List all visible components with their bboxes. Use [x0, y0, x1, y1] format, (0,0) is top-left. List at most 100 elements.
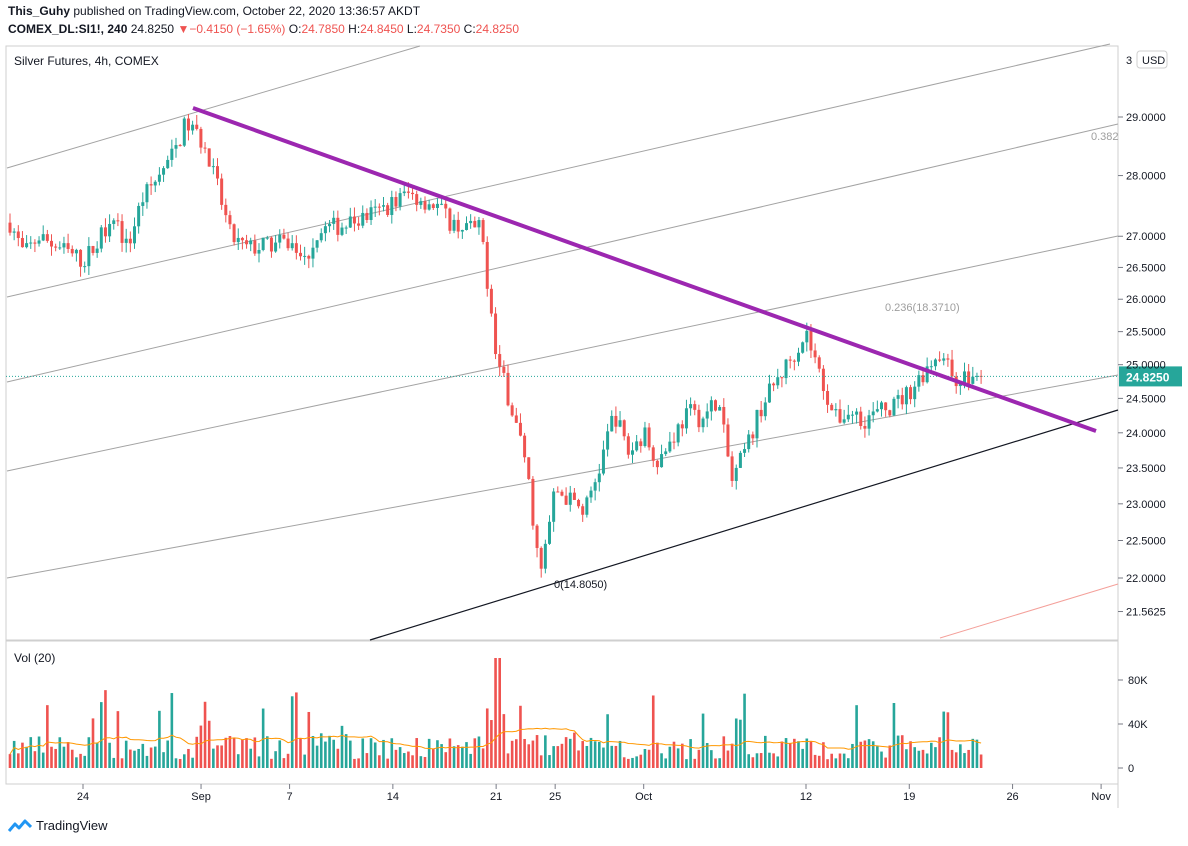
- brand-label: TradingView: [36, 818, 108, 833]
- volume-bar: [33, 751, 37, 768]
- candle-body: [415, 194, 419, 205]
- volume-bar: [963, 753, 966, 768]
- volume-bar: [544, 735, 547, 768]
- volume-title: Vol (20): [14, 651, 55, 665]
- volume-bar: [75, 757, 78, 768]
- volume-bar: [656, 742, 659, 768]
- drawings[interactable]: [6, 106, 1119, 641]
- volume-bar: [232, 737, 236, 768]
- volume-bar: [805, 738, 809, 768]
- volume-bar: [274, 751, 277, 768]
- volume-bar: [830, 753, 833, 768]
- volume-bar: [643, 749, 647, 768]
- candle-body: [79, 249, 83, 267]
- candle-body: [402, 191, 406, 194]
- candle-body: [834, 409, 838, 411]
- volume-bar: [170, 693, 174, 768]
- volume-bar: [838, 753, 842, 768]
- candle-body: [730, 456, 734, 481]
- volume-bar: [390, 738, 394, 768]
- volume-bar: [58, 737, 62, 768]
- volume-bar: [930, 742, 933, 768]
- volume-bar: [975, 739, 979, 768]
- author-name[interactable]: This_Guhy: [8, 4, 71, 18]
- candle-body: [548, 521, 551, 544]
- volume-bar: [855, 705, 858, 768]
- candle-body: [112, 220, 116, 224]
- candle-body: [469, 220, 473, 224]
- candle-body: [726, 424, 730, 457]
- volume-bar: [79, 753, 82, 768]
- volume-bar: [216, 745, 219, 768]
- volume-bar: [336, 748, 340, 768]
- volume-bar: [477, 736, 481, 768]
- candle-body: [863, 426, 867, 429]
- candle-body: [141, 202, 145, 206]
- volume-bar: [145, 755, 149, 768]
- candle-body: [406, 191, 410, 193]
- tradingview-footer[interactable]: TradingView: [8, 818, 108, 833]
- candle-body: [145, 184, 149, 203]
- volume-bar: [319, 733, 323, 768]
- candle-body: [850, 414, 854, 416]
- volume-bar: [552, 746, 555, 768]
- candle-body: [45, 234, 49, 241]
- volume-bar: [884, 757, 887, 768]
- candle-body: [245, 240, 249, 245]
- open-value: 24.7850: [301, 22, 345, 36]
- fib-channel[interactable]: [6, 43, 1119, 639]
- volume-bar: [41, 752, 45, 768]
- down-arrow-icon: ▼: [177, 22, 190, 36]
- volume-bar: [917, 750, 921, 768]
- candle-body: [290, 243, 294, 249]
- candle-body: [303, 255, 307, 257]
- volume-bar: [979, 754, 983, 768]
- volume-bar: [768, 752, 771, 768]
- volume-bar: [481, 748, 485, 768]
- volume-bar: [734, 718, 738, 768]
- volume-bar: [515, 739, 518, 768]
- candle-body: [518, 422, 522, 436]
- volume-bar: [776, 756, 780, 768]
- candle-body: [386, 205, 390, 215]
- volume-bar: [888, 745, 892, 768]
- candle-body: [33, 242, 37, 244]
- volume-bar: [174, 758, 178, 768]
- volume-bar: [697, 749, 701, 768]
- volume-bar: [129, 749, 132, 768]
- candle-body: [373, 206, 377, 208]
- candle-body: [523, 435, 527, 458]
- tradingview-logo-icon: [8, 819, 32, 832]
- volume-bar: [523, 738, 526, 768]
- candle-body: [103, 227, 107, 237]
- candle-body: [896, 395, 900, 399]
- volume-bar: [847, 758, 850, 768]
- price-tick-label: 21.5625: [1126, 607, 1166, 619]
- volume-bar: [934, 747, 937, 768]
- volume-bar: [402, 753, 406, 768]
- candle-body: [884, 402, 888, 411]
- candle-body: [178, 145, 182, 147]
- volume-bar: [531, 740, 535, 768]
- volume-bar: [954, 752, 958, 768]
- candle-body: [705, 411, 709, 419]
- candle-body: [535, 525, 539, 548]
- volume-bar: [859, 741, 863, 768]
- volume-bar: [100, 702, 103, 768]
- candle-body: [552, 491, 556, 522]
- candle-body: [116, 220, 120, 222]
- volume-bar: [739, 719, 742, 768]
- candle-body: [352, 216, 356, 224]
- volume-bar: [87, 737, 91, 768]
- volume-bar: [826, 759, 829, 768]
- candle-body: [257, 249, 261, 254]
- volume-bar: [519, 705, 522, 768]
- symbol-label[interactable]: COMEX_DL:SI1!, 240: [8, 22, 128, 36]
- candle-body: [236, 237, 240, 243]
- volume-bar: [353, 758, 356, 768]
- volume-bar: [415, 738, 418, 768]
- candle-body: [357, 223, 361, 226]
- candle-body: [278, 234, 282, 243]
- volume-bar: [419, 756, 423, 768]
